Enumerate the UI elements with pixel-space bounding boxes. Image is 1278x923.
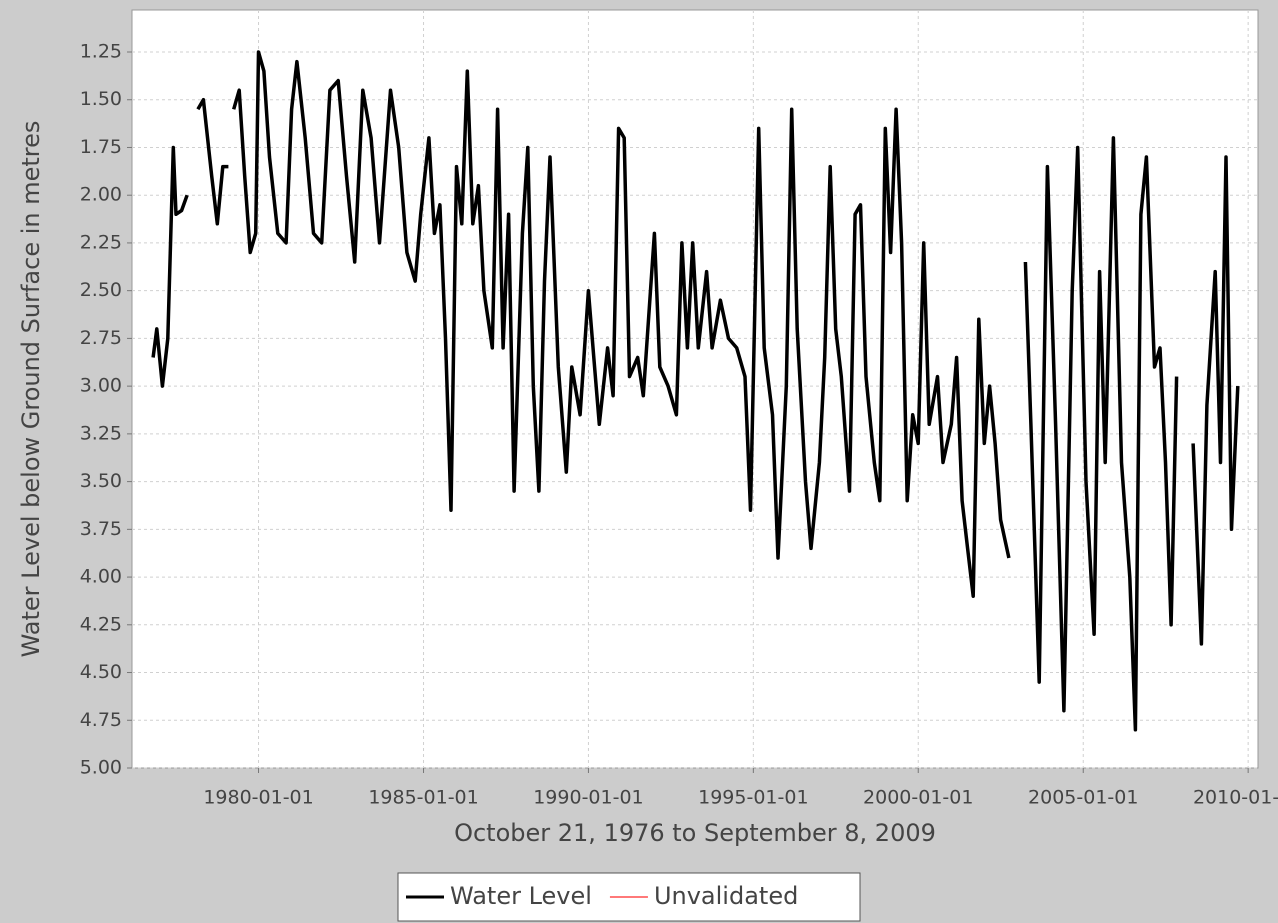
x-tick-label: 1985-01-01 [368,787,478,809]
x-tick-label: 1990-01-01 [533,787,643,809]
y-tick-label: 4.50 [80,661,122,683]
plot-area [131,9,1259,769]
y-tick-label: 2.00 [80,184,122,206]
y-axis-label: Water Level below Ground Surface in metr… [17,121,45,658]
y-tick-label: 4.25 [80,613,122,635]
y-tick-label: 3.00 [80,375,122,397]
series-line [151,50,1240,732]
legend-label: Water Level [450,882,592,910]
y-tick-label: 5.00 [80,757,122,779]
x-tick-label: 2005-01-01 [1028,787,1138,809]
x-tick-label: 2010-01-01 [1193,787,1278,809]
y-tick-label: 1.50 [80,88,122,110]
x-tick-label: 1995-01-01 [698,787,808,809]
y-tick-label: 4.00 [80,566,122,588]
y-tick-label: 3.50 [80,470,122,492]
y-tick-label: 1.25 [80,41,122,63]
y-tick-label: 3.25 [80,422,122,444]
x-tick-label: 1980-01-01 [203,787,313,809]
legend-label: Unvalidated [654,882,798,910]
y-tick-label: 2.25 [80,231,122,253]
x-tick-label: 2000-01-01 [863,787,973,809]
x-axis-label: October 21, 1976 to September 8, 2009 [454,819,936,847]
y-tick-label: 2.75 [80,327,122,349]
y-tick-label: 1.75 [80,136,122,158]
y-tick-label: 3.75 [80,518,122,540]
y-tick-label: 4.75 [80,709,122,731]
y-tick-label: 2.50 [80,279,122,301]
